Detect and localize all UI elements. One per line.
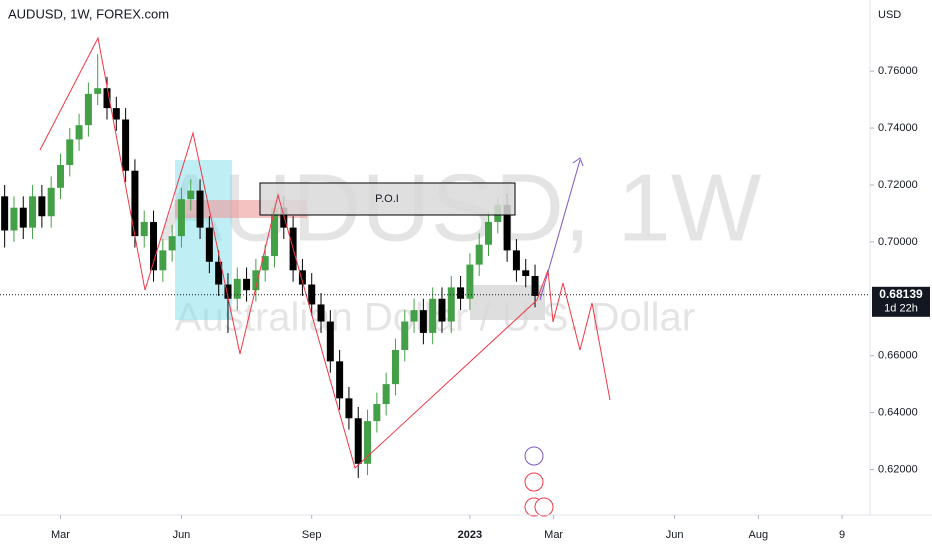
currency: USD (878, 9, 901, 21)
icon[interactable] (534, 497, 554, 517)
candle-body (150, 221, 158, 271)
candle-body (122, 119, 130, 171)
projection (536, 269, 611, 401)
candle-body (66, 139, 74, 166)
x-tick-label: Aug (749, 529, 769, 541)
y-tick-label: 0.70000 (878, 236, 918, 248)
icon[interactable] (524, 472, 544, 492)
candle-body (261, 256, 269, 271)
candle-body (205, 227, 213, 262)
candle-body (531, 275, 539, 296)
x-tick-label: Mar (544, 529, 563, 541)
candle-body (75, 125, 83, 140)
candle-body (215, 261, 223, 285)
candle-body (447, 287, 455, 322)
candle-body (373, 404, 381, 422)
candle-body (503, 204, 511, 251)
y-tick-label: 0.72000 (878, 179, 918, 191)
candle-body (522, 270, 530, 276)
candle-body (512, 250, 520, 271)
candle-body (224, 284, 232, 299)
candle-body (466, 264, 474, 299)
candle-body (252, 270, 260, 291)
candle-body (112, 108, 120, 120)
candle-body (233, 278, 241, 299)
candle-body (38, 196, 46, 217)
candle-body (243, 278, 251, 291)
y-tick-label: 0.74000 (878, 122, 918, 134)
candle-body (317, 304, 325, 322)
x-tick-label: Mar (51, 529, 70, 541)
zigzag (39, 36, 538, 469)
candle-body (177, 199, 185, 237)
candle-body (159, 250, 167, 271)
x-tick-label: Sep (302, 529, 322, 541)
candle-body (326, 321, 334, 362)
candle-body (270, 207, 278, 257)
candle-body (280, 207, 288, 228)
last-price-box (872, 286, 930, 317)
candle-body (19, 207, 27, 228)
candle-body (196, 190, 204, 228)
watermark: AUDUSD, 1W Australian Dollar / U.S. Doll… (159, 154, 762, 339)
candle-body (140, 221, 148, 237)
countdown: 1d 22h (884, 303, 918, 315)
y-tick-label: 0.76000 (878, 65, 918, 77)
candle-body (485, 221, 493, 245)
x-tick-label: Jun (173, 529, 191, 541)
candle-body (438, 298, 446, 322)
candle-body (56, 165, 64, 188)
candle-body (94, 88, 102, 94)
candle-body (364, 421, 372, 464)
y-tick-label: 0.66000 (878, 350, 918, 362)
symbol: AUDUSD, 1W, FOREX.com (8, 6, 169, 21)
candle-body (475, 244, 483, 265)
candle-body (1, 196, 9, 231)
x-tick-label: 2023 (458, 529, 482, 541)
zone-blue (175, 160, 232, 320)
arrow-head (572, 157, 584, 167)
icon[interactable] (524, 446, 544, 466)
candle-body (131, 170, 139, 237)
candle-body (401, 321, 409, 350)
candle-body (419, 310, 427, 333)
candle-body (47, 187, 55, 217)
candle-body (336, 361, 344, 399)
candle-body (391, 349, 399, 385)
last-price-label: 0.68139 (879, 287, 923, 301)
poi-box (259, 182, 516, 216)
y-tick-label: 0.62000 (878, 463, 918, 475)
poi-label: P.O.I (375, 193, 399, 205)
candle-body (10, 207, 18, 231)
candle-body (84, 93, 92, 126)
candle-body (345, 398, 353, 419)
candle-body (429, 298, 437, 333)
candle-body (410, 310, 418, 322)
candle-body (382, 384, 390, 405)
x-tick-label: 9 (839, 529, 845, 541)
candle-body (103, 88, 111, 109)
candle-body (354, 418, 362, 464)
x-tick-label: Jun (666, 529, 684, 541)
candle-body (298, 270, 306, 285)
candle-body (187, 190, 195, 200)
y-tick-label: 0.64000 (878, 406, 918, 418)
candle-body (308, 284, 316, 305)
arrow (539, 159, 581, 301)
candle-body (29, 196, 37, 228)
candle-body (457, 287, 465, 299)
candle-body (168, 236, 176, 251)
